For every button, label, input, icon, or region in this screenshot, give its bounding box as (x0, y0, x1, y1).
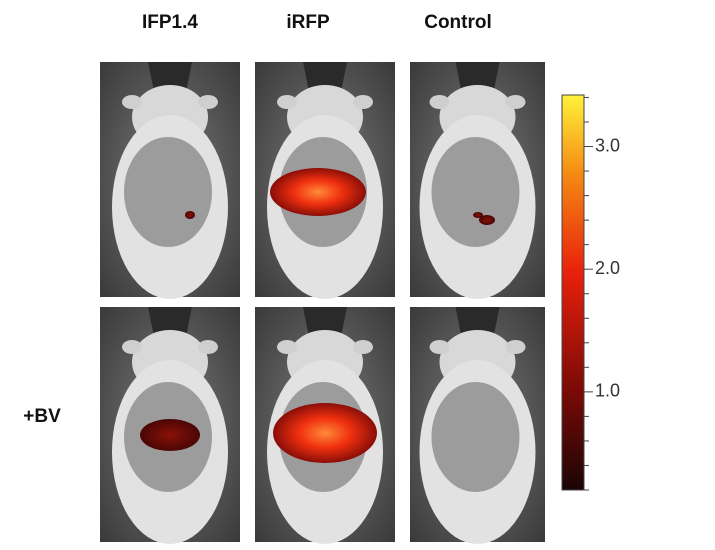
row-label: +BV (23, 406, 61, 427)
fluorescence-signal (270, 168, 366, 216)
mouse-abdomen (124, 137, 212, 247)
mouse-image (255, 62, 395, 299)
holder (303, 307, 347, 337)
holder (148, 62, 192, 92)
mouse-ear (505, 340, 526, 354)
mouse-image (255, 307, 395, 544)
fluorescence-signal (273, 403, 377, 463)
mouse-image (100, 307, 240, 544)
holder (455, 62, 500, 92)
holder (455, 307, 500, 337)
colorbar: 1.0 2.0 3.0 (561, 94, 620, 491)
colorbar-gradient (561, 94, 585, 491)
mouse-image (410, 307, 545, 544)
fluorescence-signal (473, 212, 483, 218)
tick-label: 2.0 (595, 258, 620, 278)
mouse-ear (353, 95, 373, 109)
column-label: iRFP (286, 12, 330, 33)
mouse-ear (353, 340, 373, 354)
mouse-ear (429, 340, 450, 354)
mouse-ear (122, 340, 142, 354)
mouse-ear (122, 95, 142, 109)
mouse-ear (198, 340, 218, 354)
mouse-ear (277, 95, 297, 109)
holder (303, 62, 347, 92)
tick-label: 1.0 (595, 381, 620, 401)
mouse-abdomen (431, 382, 520, 492)
mouse-ear (277, 340, 297, 354)
mouse-image (100, 62, 240, 299)
mouse-ear (429, 95, 450, 109)
mouse-abdomen (431, 137, 520, 247)
tick-label: 3.0 (595, 135, 620, 155)
mouse-image (410, 62, 545, 299)
fluorescence-signal (140, 419, 200, 451)
image-grid (100, 62, 545, 544)
column-label: IFP1.4 (142, 12, 198, 33)
fluorescence-signal (479, 215, 495, 225)
column-label: Control (424, 12, 492, 33)
mouse-ear (198, 95, 218, 109)
fluorescence-signal (185, 211, 195, 219)
holder (148, 307, 192, 337)
mouse-ear (505, 95, 526, 109)
